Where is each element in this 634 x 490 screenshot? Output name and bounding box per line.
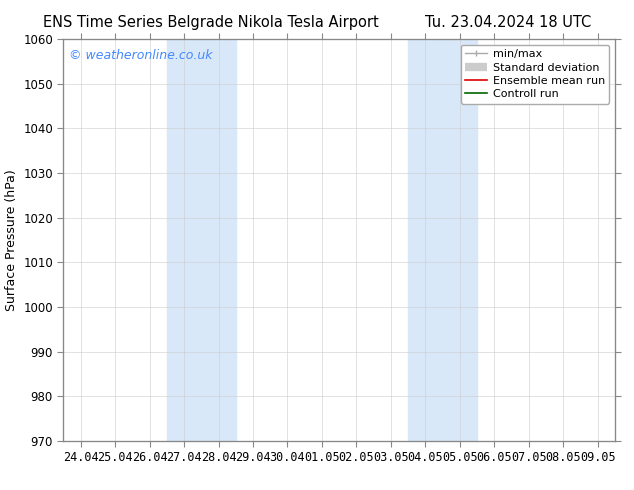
Legend: min/max, Standard deviation, Ensemble mean run, Controll run: min/max, Standard deviation, Ensemble me… bbox=[460, 45, 609, 104]
Bar bbox=[167, 39, 236, 441]
Bar bbox=[408, 39, 477, 441]
Y-axis label: Surface Pressure (hPa): Surface Pressure (hPa) bbox=[4, 169, 18, 311]
Text: ENS Time Series Belgrade Nikola Tesla Airport          Tu. 23.04.2024 18 UTC: ENS Time Series Belgrade Nikola Tesla Ai… bbox=[43, 15, 591, 30]
Text: © weatheronline.co.uk: © weatheronline.co.uk bbox=[69, 49, 212, 62]
